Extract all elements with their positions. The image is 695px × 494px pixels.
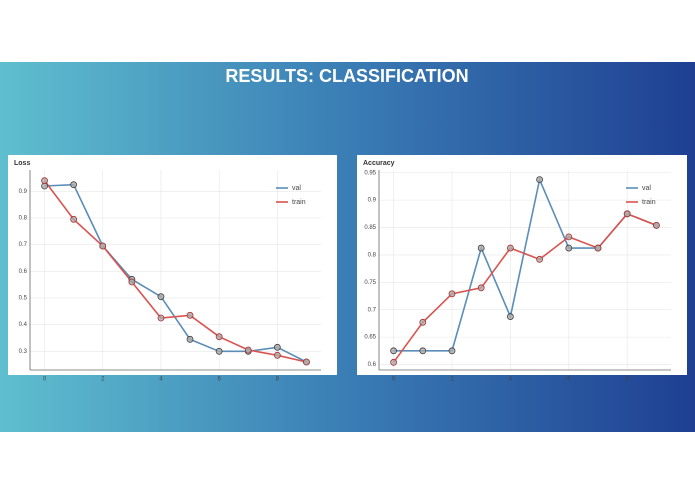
y-tick-label: 0.9 [19, 189, 28, 195]
point [594, 244, 602, 252]
x-tick-label: 6 [217, 377, 221, 383]
chart-title: Accuracy [363, 160, 395, 167]
point [477, 284, 485, 292]
y-tick-label: 0.65 [364, 335, 376, 341]
point [419, 318, 427, 326]
y-tick-label: 0.8 [19, 216, 28, 222]
point [448, 290, 456, 298]
x-tick-label: 8 [276, 377, 280, 383]
x-tick-label: 4 [159, 377, 163, 383]
point [99, 242, 107, 250]
point [536, 255, 543, 263]
point [70, 215, 78, 223]
y-tick-label: 0.7 [368, 307, 377, 313]
point [419, 347, 427, 355]
x-tick-label: 6 [567, 377, 571, 383]
legend-label: val [642, 185, 651, 192]
point [506, 313, 514, 320]
y-tick-label: 0.4 [19, 322, 28, 328]
y-tick-label: 0.3 [19, 349, 28, 355]
legend-label: train [292, 199, 306, 206]
point [186, 311, 194, 319]
point [273, 343, 281, 351]
legend-label: val [292, 185, 301, 192]
y-tick-label: 0.6 [368, 362, 377, 368]
point [215, 347, 223, 355]
point [536, 176, 543, 183]
point [506, 244, 514, 252]
legend-label: train [642, 199, 656, 206]
line [43, 180, 307, 363]
y-tick-label: 0.6 [19, 269, 28, 275]
slide-title: RESULTS: CLASSIFICATION [225, 66, 468, 86]
x-tick-label: 8 [626, 377, 630, 383]
line [392, 212, 657, 363]
point [244, 346, 252, 354]
y-tick-label: 0.85 [364, 225, 376, 231]
point [273, 351, 281, 359]
point [390, 347, 398, 355]
point [157, 293, 165, 301]
point [70, 181, 78, 189]
y-tick-label: 0.7 [19, 242, 28, 248]
x-tick-label: 0 [392, 377, 396, 383]
point [157, 314, 165, 322]
y-tick-label: 0.9 [368, 198, 377, 204]
point [565, 233, 573, 241]
y-tick-label: 0.5 [19, 296, 28, 302]
point [623, 210, 631, 218]
point [41, 177, 48, 185]
y-tick-label: 0.75 [364, 280, 376, 286]
point [448, 347, 456, 355]
x-tick-label: 0 [43, 377, 47, 383]
point [215, 333, 223, 341]
y-tick-label: 0.8 [368, 253, 377, 259]
point [565, 244, 573, 252]
y-tick-label: 0.95 [364, 170, 376, 176]
point [477, 244, 485, 252]
x-tick-label: 4 [509, 377, 513, 383]
x-tick-label: 2 [450, 377, 454, 383]
chart-title: Loss [14, 160, 30, 167]
point [653, 221, 660, 229]
x-tick-label: 2 [101, 377, 105, 383]
point [390, 358, 398, 366]
point [303, 358, 310, 366]
point [186, 335, 194, 343]
chart-panel [8, 155, 337, 375]
point [128, 278, 136, 286]
line [44, 183, 307, 363]
